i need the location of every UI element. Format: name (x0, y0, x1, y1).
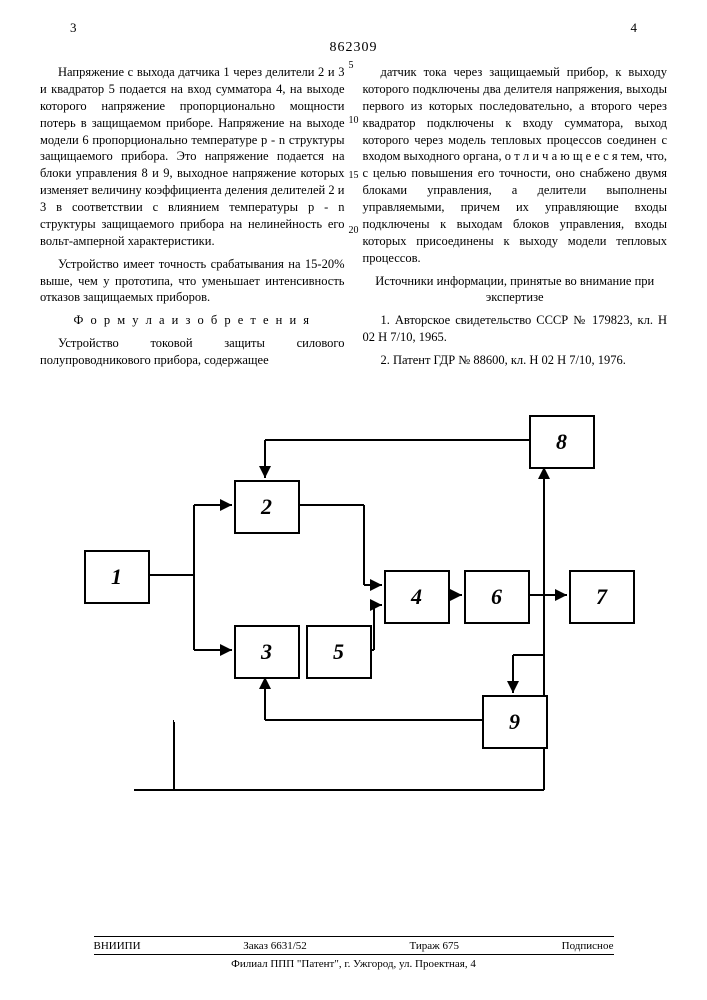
page: 3 4 862309 5 10 15 20 Напряжение с выход… (0, 0, 707, 1000)
page-number-right: 4 (631, 20, 638, 36)
line-marker: 20 (349, 225, 359, 236)
line-markers: 5 10 15 20 (349, 60, 359, 236)
left-column: Напряжение с выхода датчика 1 через дели… (40, 64, 345, 375)
footer-org: ВНИИПИ (94, 940, 141, 952)
paragraph: Устройство токовой защиты силового полуп… (40, 335, 345, 369)
line-marker: 5 (349, 60, 359, 71)
footer-print-run: Тираж 675 (409, 940, 459, 952)
footer-line-2: Филиал ППП "Патент", г. Ужгород, ул. Про… (94, 954, 614, 970)
source-item: 2. Патент ГДР № 88600, кл. Н 02 Н 7/10, … (363, 352, 668, 369)
right-column: датчик тока через защищаемый прибор, к в… (363, 64, 668, 375)
diagram-block-4: 4 (384, 570, 450, 624)
diagram-block-8: 8 (529, 415, 595, 469)
footer-line-1: ВНИИПИ Заказ 6631/52 Тираж 675 Подписное (94, 936, 614, 952)
diagram-block-3: 3 (234, 625, 300, 679)
diagram-block-5: 5 (306, 625, 372, 679)
document-number: 862309 (40, 40, 667, 56)
footer: ВНИИПИ Заказ 6631/52 Тираж 675 Подписное… (0, 936, 707, 970)
paragraph: датчик тока через защищаемый прибор, к в… (363, 64, 668, 267)
diagram-block-7: 7 (569, 570, 635, 624)
line-marker: 15 (349, 170, 359, 181)
paragraph: Устройство имеет точность срабатывания н… (40, 256, 345, 307)
diagram-block-9: 9 (482, 695, 548, 749)
block-diagram: 1 2 3 5 4 6 7 8 9 (74, 395, 634, 825)
sources-title: Источники информации, принятые во вниман… (363, 273, 668, 307)
page-number-left: 3 (70, 20, 77, 36)
footer-subscription: Подписное (562, 940, 614, 952)
line-marker: 10 (349, 115, 359, 126)
diagram-block-1: 1 (84, 550, 150, 604)
page-number-row: 3 4 (40, 20, 667, 36)
diagram-block-2: 2 (234, 480, 300, 534)
formula-title: Ф о р м у л а и з о б р е т е н и я (40, 312, 345, 329)
diagram-block-6: 6 (464, 570, 530, 624)
source-item: 1. Авторское свидетельство СССР № 179823… (363, 312, 668, 346)
paragraph: Напряжение с выхода датчика 1 через дели… (40, 64, 345, 250)
footer-order: Заказ 6631/52 (243, 940, 307, 952)
